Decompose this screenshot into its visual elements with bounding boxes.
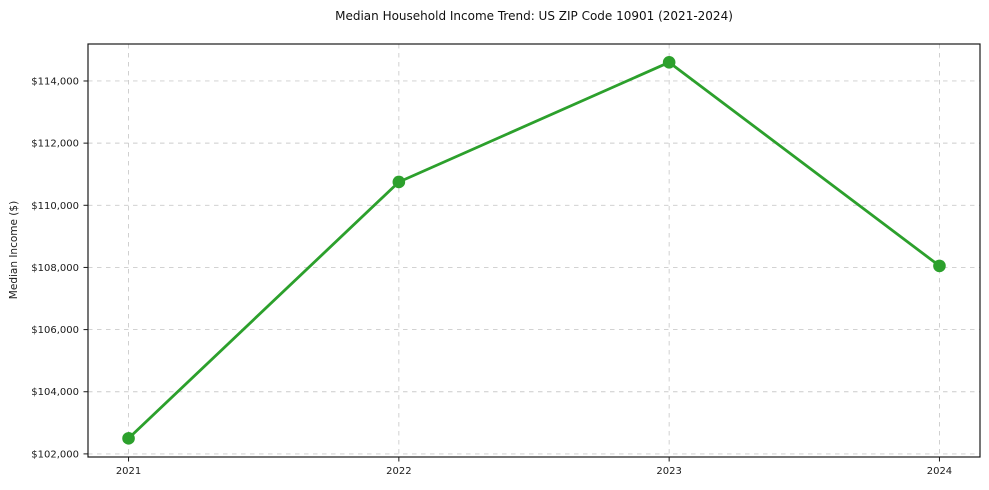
x-tick-label: 2021 [116,466,141,477]
y-tick-label: $112,000 [31,139,79,150]
y-tick-label: $102,000 [31,449,79,460]
axes-frame [87,43,981,458]
y-tick-label: $108,000 [31,263,79,274]
x-tick-label: 2022 [386,466,411,477]
data-point [122,432,135,445]
y-tick-label: $110,000 [31,201,79,212]
x-tick-label: 2024 [927,466,952,477]
y-tick-label: $104,000 [31,387,79,398]
chart-title: Median Household Income Trend: US ZIP Co… [335,9,733,23]
data-line [127,60,941,440]
x-tick-label: 2023 [656,466,681,477]
data-point [392,175,406,189]
data-point [662,56,676,69]
y-tick-label: $106,000 [31,325,79,336]
y-tick-label: $114,000 [31,76,79,87]
data-point [933,259,946,273]
